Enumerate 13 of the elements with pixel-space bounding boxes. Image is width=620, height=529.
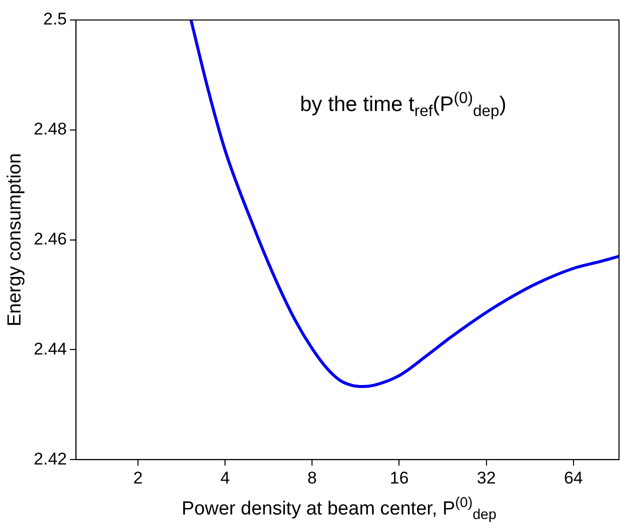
x-tick-label: 2: [133, 468, 143, 488]
y-axis-title: Energy consumption: [4, 153, 26, 326]
y-tick-label: 2.5: [43, 10, 67, 29]
annotation: by the time t$_{ref}$(P$^{(0)}$$_{dep}$): [300, 90, 506, 122]
y-tick-label: 2.42: [34, 449, 67, 468]
y-tick-label: 2.48: [34, 120, 67, 139]
y-tick-label: 2.46: [34, 229, 67, 248]
x-tick-label: 16: [390, 468, 409, 488]
x-tick-label: 64: [564, 468, 583, 488]
x-tick-label: 8: [307, 468, 317, 488]
y-tick-label: 2.44: [34, 339, 67, 358]
x-tick-label: 32: [476, 468, 496, 488]
x-tick-label: 4: [220, 468, 230, 488]
